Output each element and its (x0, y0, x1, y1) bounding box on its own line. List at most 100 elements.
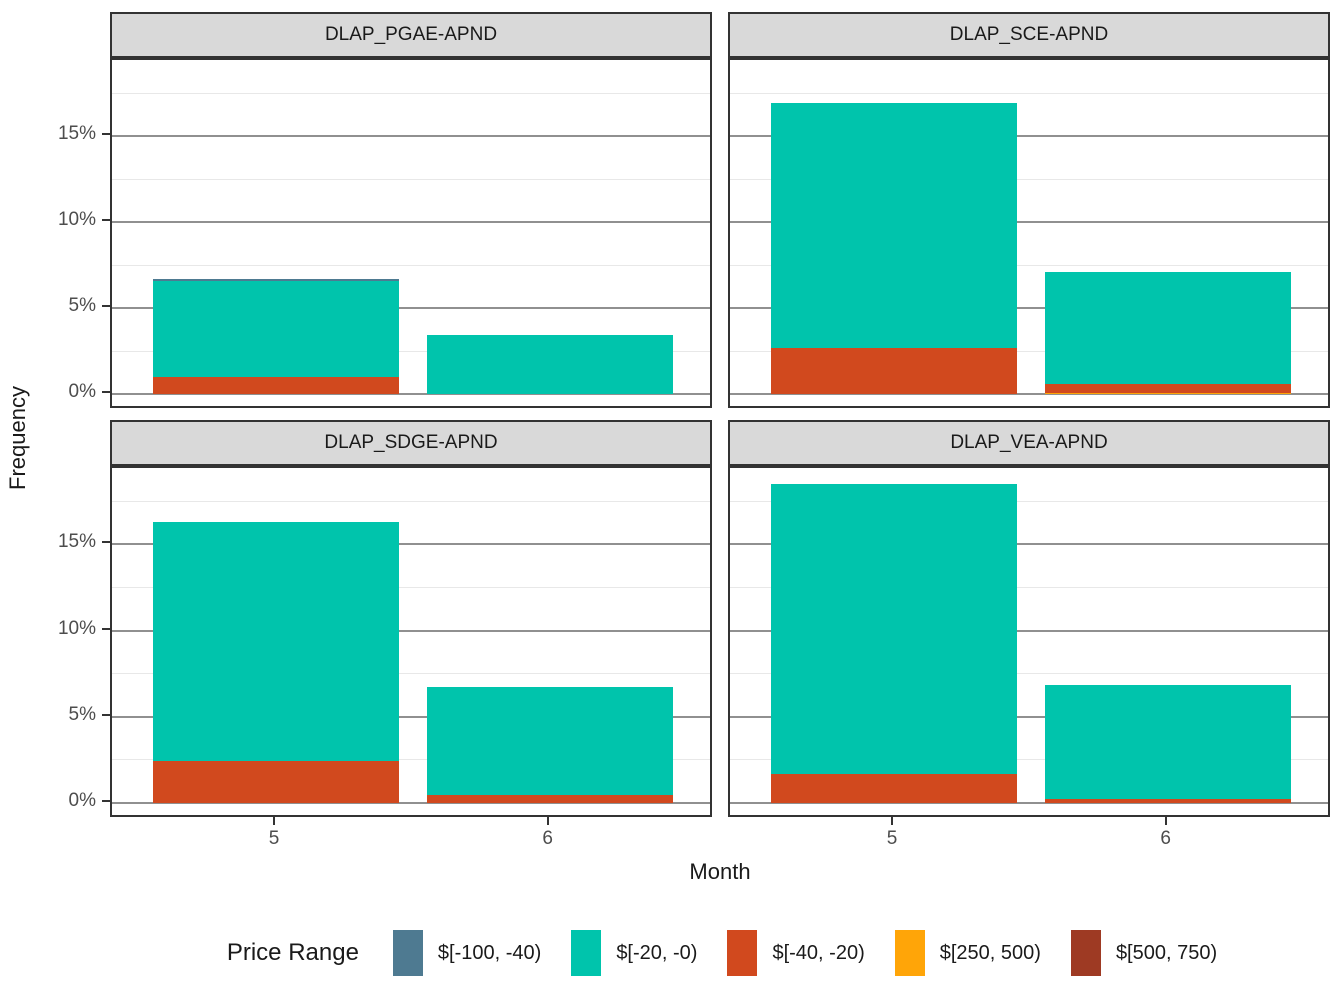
major-gridline (730, 307, 1328, 310)
x-tick-mark (891, 817, 894, 825)
major-gridline (730, 715, 1328, 718)
y-tick-mark (102, 799, 110, 802)
x-axis-title: Month (689, 859, 751, 884)
x-tick-label: 5 (268, 828, 280, 849)
y-tick-mark (102, 219, 110, 222)
major-gridline (730, 543, 1328, 546)
minor-gridline (112, 350, 710, 352)
minor-gridline (730, 350, 1328, 352)
bar-segment (1044, 684, 1291, 799)
bar-segment (1044, 392, 1291, 394)
minor-gridline (112, 92, 710, 94)
x-tick-label: 6 (542, 828, 553, 849)
facet-strip-title: DLAP_PGAE-APND (324, 24, 498, 45)
minor-gridline (112, 500, 710, 502)
major-gridline (730, 801, 1328, 804)
facet-panel (110, 466, 712, 817)
bar-segment (771, 484, 1018, 774)
legend-swatch (1070, 930, 1101, 976)
x-tick-label: 6 (1160, 828, 1171, 849)
major-gridline (112, 135, 710, 138)
legend-item: $[500, 750) (1070, 930, 1218, 976)
facet-strip: DLAP_SDGE-APND (110, 420, 712, 466)
legend: Price Range $[-100, -40) $[-20, -0) $[-40,… (100, 908, 1344, 998)
major-gridline (730, 629, 1328, 632)
legend-swatch (571, 930, 602, 976)
bar-segment (153, 521, 400, 761)
facet-strip: DLAP_SCE-APND (728, 12, 1330, 58)
y-axis-title: Frequency (5, 385, 30, 490)
major-gridline (112, 221, 710, 224)
legend-label: $[-100, -40) (437, 941, 542, 964)
major-gridline (112, 715, 710, 718)
legend-swatch (894, 930, 925, 976)
y-tick-label: 10% (57, 209, 96, 231)
y-tick-label: 0% (68, 381, 96, 402)
panel-inner (730, 468, 1328, 815)
bar-segment (771, 773, 1018, 803)
minor-gridline (730, 264, 1328, 266)
minor-gridline (730, 500, 1328, 502)
major-gridline (730, 221, 1328, 224)
facet-strip: DLAP_VEA-APND (728, 420, 1330, 466)
facet-strip: DLAP_PGAE-APND (110, 12, 712, 58)
major-gridline (112, 629, 710, 632)
legend-item: $[250, 500) (894, 930, 1041, 976)
major-gridline (730, 393, 1328, 395)
panel-inner (730, 60, 1328, 406)
facet-strip-title: DLAP_VEA-APND (950, 432, 1108, 453)
bar-segment (426, 334, 673, 394)
bar-segment (771, 347, 1018, 394)
facet-strip-title: DLAP_SCE-APND (949, 24, 1109, 45)
bar-segment (153, 376, 400, 394)
minor-gridline (730, 92, 1328, 94)
minor-gridline (112, 264, 710, 266)
bar-segment (153, 760, 400, 803)
minor-gridline (112, 673, 710, 675)
major-gridline (112, 307, 710, 310)
major-gridline (112, 801, 710, 804)
minor-gridline (730, 178, 1328, 180)
bar-segment (153, 279, 400, 282)
y-tick-mark (102, 305, 110, 308)
legend-item: $[-20, -0) (571, 930, 697, 976)
y-tick-label: 10% (57, 617, 96, 639)
bar-segment (1044, 798, 1291, 803)
legend-swatch (727, 930, 758, 976)
y-tick-label: 15% (57, 123, 96, 145)
bar-segment (426, 686, 673, 796)
legend-label: $[500, 750) (1115, 941, 1218, 964)
major-gridline (112, 543, 710, 546)
bar-segment (426, 795, 673, 803)
y-tick-mark (102, 541, 110, 544)
legend-label: $[250, 500) (939, 941, 1041, 964)
legend-label: $[-40, -20) (772, 941, 865, 964)
y-tick-label: 15% (57, 531, 96, 553)
minor-gridline (112, 759, 710, 761)
facet-panel (728, 58, 1330, 408)
y-tick-label: 5% (68, 295, 96, 317)
legend-swatch (392, 930, 423, 976)
minor-gridline (730, 759, 1328, 761)
y-tick-mark (102, 391, 110, 393)
y-tick-mark (102, 713, 110, 716)
facet-panel (728, 466, 1330, 817)
x-tick-label: 5 (886, 828, 898, 849)
y-tick-mark (102, 133, 110, 136)
x-tick-mark (1164, 817, 1167, 825)
legend-title: Price Range (226, 939, 359, 966)
y-tick-label: 0% (68, 789, 96, 811)
legend-item: $[-40, -20) (727, 930, 865, 976)
bar-segment (1044, 384, 1291, 393)
major-gridline (112, 393, 710, 395)
panel-inner (112, 468, 710, 815)
minor-gridline (112, 586, 710, 588)
bar-segment (771, 103, 1018, 348)
bar-segment (153, 281, 400, 377)
facet-strip-title: DLAP_SDGE-APND (324, 432, 498, 453)
y-tick-mark (102, 627, 110, 630)
minor-gridline (730, 586, 1328, 588)
bar-segment (1044, 272, 1291, 385)
facet-panel (110, 58, 712, 408)
